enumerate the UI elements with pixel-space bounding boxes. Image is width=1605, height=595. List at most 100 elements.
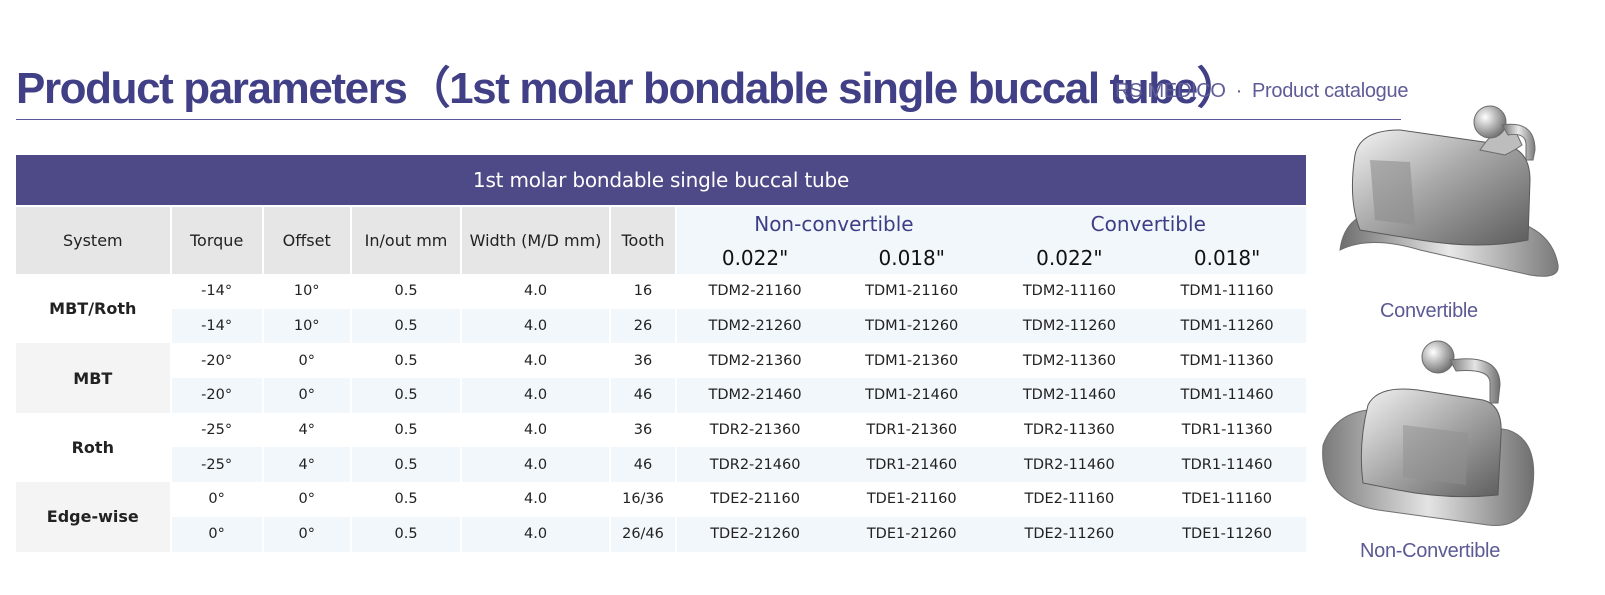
cell-torque: -14° xyxy=(170,274,264,309)
cell-nc018: TDE1-21260 xyxy=(832,516,991,552)
cell-torque: 0° xyxy=(170,516,264,552)
cell-c022: TDE2-11260 xyxy=(990,516,1149,552)
cell-inout: 0.5 xyxy=(350,274,463,309)
parameters-table: 1st molar bondable single buccal tube Sy… xyxy=(16,155,1306,552)
cell-inout: 0.5 xyxy=(350,447,463,483)
size-header-c-018: 0.018" xyxy=(1148,241,1306,274)
cell-width: 4.0 xyxy=(461,378,611,413)
cell-inout: 0.5 xyxy=(350,378,463,413)
cell-offset: 0° xyxy=(262,516,352,552)
cell-tooth: 36 xyxy=(609,343,678,379)
size-header-nc-018: 0.018" xyxy=(832,241,991,274)
group-header-convertible: Convertible xyxy=(990,205,1306,241)
cell-nc018: TDM1-21360 xyxy=(832,343,991,379)
col-header-offset: Offset xyxy=(262,205,352,274)
cell-nc018: TDR1-21360 xyxy=(832,412,991,448)
col-header-width: Width (M/D mm) xyxy=(461,205,611,274)
brand-separator: · xyxy=(1235,80,1243,102)
cell-c022: TDM2-11260 xyxy=(990,308,1149,344)
cell-c022: TDE2-11160 xyxy=(990,482,1149,517)
cell-nc018: TDM1-21160 xyxy=(832,274,991,309)
size-header-nc-022: 0.022" xyxy=(676,241,833,274)
cell-c022: TDM2-11360 xyxy=(990,343,1149,379)
system-cell: Roth xyxy=(16,412,172,483)
convertible-buccal-tube-image xyxy=(1339,105,1559,277)
cell-c022: TDM2-11460 xyxy=(990,378,1149,413)
cell-c018: TDM1-11460 xyxy=(1148,378,1306,413)
cell-tooth: 16/36 xyxy=(609,482,678,517)
cell-c018: TDE1-11160 xyxy=(1148,482,1306,517)
cell-torque: -14° xyxy=(170,308,264,344)
caption-convertible: Convertible xyxy=(1380,300,1478,322)
cell-tooth: 26/46 xyxy=(609,516,678,552)
col-header-system: System xyxy=(16,205,172,274)
cell-c018: TDE1-11260 xyxy=(1148,516,1306,552)
cell-width: 4.0 xyxy=(461,482,611,517)
cell-width: 4.0 xyxy=(461,274,611,309)
cell-offset: 10° xyxy=(262,308,352,344)
cell-nc022: TDR2-21460 xyxy=(676,447,833,483)
cell-nc022: TDM2-21360 xyxy=(676,343,833,379)
page-title: Product parameters（1st molar bondable si… xyxy=(16,64,1241,113)
table-banner: 1st molar bondable single buccal tube xyxy=(16,155,1306,206)
cell-width: 4.0 xyxy=(461,412,611,448)
cell-inout: 0.5 xyxy=(350,412,463,448)
table-row: MBT/Roth -14° 10° 0.5 4.0 16 TDM2-21160 TDM1-21… xyxy=(16,274,1306,344)
cell-inout: 0.5 xyxy=(350,516,463,552)
table-row: MBT -20° 0° 0.5 4.0 36 TDM2-21360 TDM1-21360 TDM… xyxy=(16,343,1306,413)
table-row: Edge-wise 0° 0° 0.5 4.0 16/36 TDE2-21160 TDE1-2… xyxy=(16,482,1306,552)
system-cell: MBT xyxy=(16,343,172,413)
brand-line: RS MEDICO · Product catalogue xyxy=(1115,80,1408,103)
cell-tooth: 36 xyxy=(609,412,678,448)
cell-nc018: TDM1-21260 xyxy=(832,308,991,344)
cell-nc022: TDE2-21160 xyxy=(676,482,833,517)
cell-tooth: 16 xyxy=(609,274,678,309)
cell-offset: 0° xyxy=(262,343,352,379)
cell-offset: 0° xyxy=(262,482,352,517)
cell-torque: -20° xyxy=(170,343,264,379)
caption-non-convertible: Non-Convertible xyxy=(1360,540,1501,562)
table-row: Roth -25° 4° 0.5 4.0 36 TDR2-21360 TDR1-21360 TD… xyxy=(16,412,1306,483)
cell-tooth: 26 xyxy=(609,308,678,344)
cell-width: 4.0 xyxy=(461,343,611,379)
system-cell: Edge-wise xyxy=(16,482,172,552)
cell-torque: 0° xyxy=(170,482,264,517)
cell-offset: 4° xyxy=(262,447,352,483)
cell-c018: TDR1-11460 xyxy=(1148,447,1306,483)
brand-name: RS MEDICO xyxy=(1115,80,1226,102)
size-header-c-022: 0.022" xyxy=(990,241,1149,274)
group-header-nonconvertible: Non-convertible xyxy=(676,205,991,241)
cell-c018: TDM1-11260 xyxy=(1148,308,1306,344)
cell-c018: TDR1-11360 xyxy=(1148,412,1306,448)
cell-offset: 4° xyxy=(262,412,352,448)
cell-tooth: 46 xyxy=(609,378,678,413)
cell-c022: TDM2-11160 xyxy=(990,274,1149,309)
cell-inout: 0.5 xyxy=(350,308,463,344)
cell-nc022: TDR2-21360 xyxy=(676,412,833,448)
cell-c018: TDM1-11360 xyxy=(1148,343,1306,379)
catalogue-label: Product catalogue xyxy=(1252,80,1409,102)
cell-inout: 0.5 xyxy=(350,343,463,379)
cell-offset: 10° xyxy=(262,274,352,309)
cell-width: 4.0 xyxy=(461,516,611,552)
cell-c018: TDM1-11160 xyxy=(1148,274,1306,309)
cell-nc022: TDM2-21160 xyxy=(676,274,833,309)
cell-inout: 0.5 xyxy=(350,482,463,517)
cell-torque: -25° xyxy=(170,412,264,448)
table-row: -14° 10° 0.5 4.0 26 TDM2-21260 TDM1-21260 TDM2-… xyxy=(16,308,1306,344)
cell-c022: TDR2-11360 xyxy=(990,412,1149,448)
cell-width: 4.0 xyxy=(461,308,611,344)
cell-nc022: TDM2-21460 xyxy=(676,378,833,413)
col-header-tooth: Tooth xyxy=(609,205,678,274)
cell-offset: 0° xyxy=(262,378,352,413)
non-convertible-buccal-tube-image xyxy=(1322,340,1535,526)
cell-width: 4.0 xyxy=(461,447,611,483)
cell-tooth: 46 xyxy=(609,447,678,483)
cell-c022: TDR2-11460 xyxy=(990,447,1149,483)
col-header-inout: In/out mm xyxy=(350,205,463,274)
table-row: -20° 0° 0.5 4.0 46 TDM2-21460 TDM1-21460 TDM2-1… xyxy=(16,378,1306,413)
col-header-torque: Torque xyxy=(170,205,264,274)
title-divider xyxy=(16,119,1401,120)
cell-nc022: TDM2-21260 xyxy=(676,308,833,344)
cell-nc018: TDM1-21460 xyxy=(832,378,991,413)
